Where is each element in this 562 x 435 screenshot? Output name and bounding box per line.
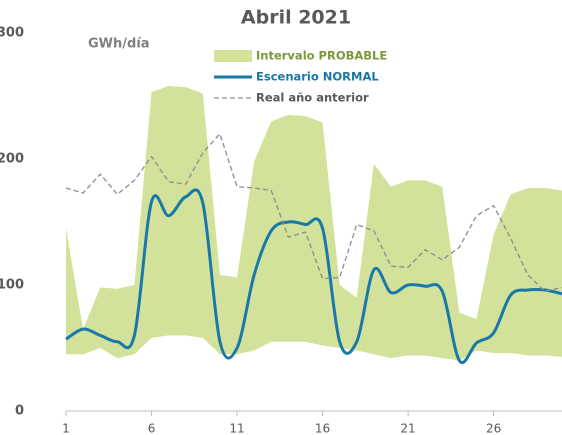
y-axis-label: GWh/día: [88, 37, 150, 52]
probable-band: [66, 85, 562, 361]
y-tick-label: 100: [0, 278, 24, 293]
y-tick-label: 0: [15, 404, 24, 419]
normal-line: [65, 188, 562, 365]
x-tick-label: 16: [315, 422, 330, 435]
legend-label: Real año anterior: [256, 91, 369, 105]
y-tick-label: 300: [0, 26, 24, 41]
x-tick-label: 11: [229, 422, 244, 435]
x-tick-label: 1: [62, 422, 70, 435]
y-tick-label: 200: [0, 152, 24, 167]
x-tick-label: 26: [486, 422, 501, 435]
legend-swatch: [214, 50, 252, 62]
x-tick-label: 21: [400, 422, 415, 435]
chart-title: Abril 2021: [241, 7, 351, 29]
legend-label: Escenario NORMAL: [256, 70, 379, 84]
x-tick-label: 6: [148, 422, 156, 435]
previous-year-line: [65, 132, 562, 293]
legend-label: Intervalo PROBABLE: [256, 49, 387, 63]
